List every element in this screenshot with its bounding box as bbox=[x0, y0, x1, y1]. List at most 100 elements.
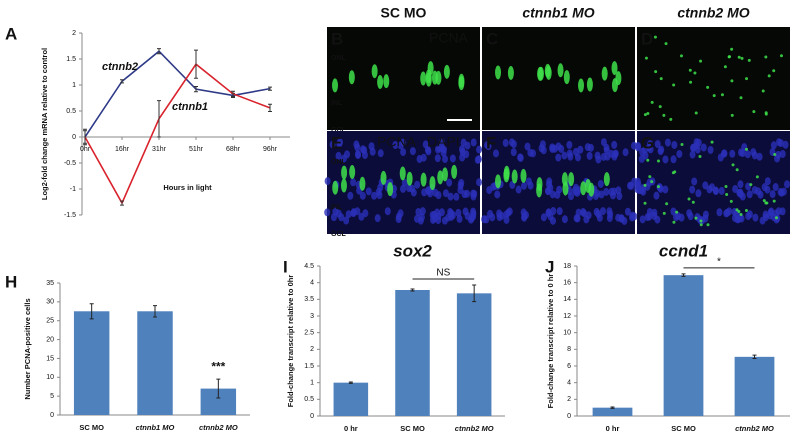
nucleus bbox=[561, 151, 568, 160]
nucleus bbox=[757, 190, 764, 199]
nucleus bbox=[700, 143, 707, 152]
nucleus bbox=[603, 146, 610, 155]
nucleus bbox=[724, 208, 731, 217]
y-tick-label: 16 bbox=[563, 280, 571, 287]
nucleus bbox=[539, 140, 546, 149]
pcna-cell bbox=[659, 77, 663, 81]
pcna-cell bbox=[730, 47, 734, 51]
nucleus bbox=[587, 143, 594, 152]
nucleus bbox=[442, 189, 449, 198]
error-bar bbox=[268, 86, 272, 91]
stain-label: DAPI bbox=[427, 134, 460, 150]
y-tick-label: -1 bbox=[70, 186, 76, 193]
series-line bbox=[84, 50, 271, 138]
micrograph-texture bbox=[324, 138, 483, 225]
nucleus bbox=[583, 215, 590, 224]
nucleus bbox=[671, 140, 678, 149]
nucleus bbox=[332, 207, 339, 216]
nucleus bbox=[324, 177, 331, 186]
bar bbox=[395, 290, 430, 416]
pcna-cell bbox=[643, 113, 647, 117]
pcna-cell bbox=[644, 56, 648, 60]
pcna-cell bbox=[725, 193, 729, 197]
nucleus bbox=[751, 185, 758, 194]
pcna-cell bbox=[662, 211, 666, 215]
pcna-cell bbox=[441, 167, 448, 182]
y-tick-label: 4 bbox=[567, 380, 571, 387]
pcna-cell bbox=[348, 70, 355, 85]
nucleus bbox=[502, 138, 509, 147]
nucleus bbox=[739, 192, 746, 201]
panel-letter: C bbox=[486, 29, 498, 48]
y-axis-label: Fold-change transcript relative to 0hr bbox=[286, 275, 295, 408]
nucleus bbox=[762, 213, 769, 222]
nucleus bbox=[690, 143, 697, 152]
nucleus bbox=[384, 207, 391, 216]
pcna-cell bbox=[537, 66, 544, 81]
micrograph-texture bbox=[481, 138, 638, 225]
x-tick-label: ctnnb1 MO bbox=[136, 423, 175, 432]
error-bar bbox=[194, 49, 198, 79]
pcna-cell bbox=[761, 89, 765, 93]
nucleus bbox=[400, 184, 407, 193]
panel-letter: H bbox=[5, 272, 17, 291]
nucleus bbox=[546, 177, 553, 186]
nucleus bbox=[474, 155, 481, 164]
nucleus bbox=[434, 145, 441, 154]
pcna-cell bbox=[643, 201, 647, 205]
panel-letter: I bbox=[283, 257, 288, 276]
y-tick-label: -1.5 bbox=[64, 212, 76, 219]
nucleus bbox=[752, 213, 759, 222]
pcna-cell bbox=[744, 209, 748, 213]
nucleus bbox=[639, 215, 646, 224]
nucleus bbox=[767, 208, 774, 217]
nucleus bbox=[476, 145, 483, 154]
x-tick-label: 51hr bbox=[189, 146, 204, 153]
pcna-cell bbox=[359, 176, 366, 191]
pcna-cell bbox=[435, 70, 442, 85]
nucleus bbox=[354, 207, 361, 216]
y-tick-label: 10 bbox=[46, 374, 54, 381]
pcna-cell bbox=[688, 68, 692, 72]
nucleus bbox=[556, 185, 563, 194]
nucleus bbox=[424, 145, 431, 154]
bar bbox=[73, 311, 110, 415]
pcna-cell bbox=[437, 170, 444, 185]
pcna-cell bbox=[371, 64, 378, 79]
pcna-cell bbox=[662, 113, 666, 117]
pcna-cell bbox=[764, 55, 768, 59]
nucleus bbox=[593, 207, 600, 216]
y-tick-label: 18 bbox=[563, 263, 571, 270]
y-tick-label: 8 bbox=[567, 346, 571, 353]
nucleus bbox=[467, 215, 474, 224]
nucleus bbox=[624, 207, 631, 216]
micrograph bbox=[482, 27, 635, 130]
nucleus bbox=[434, 154, 441, 163]
nucleus bbox=[464, 141, 471, 150]
nucleus bbox=[415, 208, 422, 217]
y-tick-label: 0 bbox=[567, 413, 571, 420]
bar bbox=[663, 275, 704, 416]
nucleus bbox=[551, 144, 558, 153]
pcna-cell bbox=[698, 154, 702, 158]
pcna-cell bbox=[694, 216, 698, 220]
pcna-cell bbox=[420, 172, 427, 187]
nucleus bbox=[779, 150, 786, 159]
nucleus bbox=[442, 155, 449, 164]
nucleus bbox=[566, 140, 573, 149]
pcna-cell bbox=[643, 183, 647, 187]
x-tick-label: SC MO bbox=[79, 423, 104, 432]
nucleus bbox=[729, 149, 736, 158]
pcna-cell bbox=[495, 174, 502, 189]
nucleus bbox=[600, 152, 607, 161]
pcna-cell bbox=[654, 70, 658, 74]
pcna-cell bbox=[332, 78, 339, 93]
pcna-cell bbox=[578, 78, 585, 93]
nucleus bbox=[344, 150, 351, 159]
pcna-cell bbox=[503, 168, 510, 183]
pcna-cell bbox=[774, 216, 778, 220]
nucleus bbox=[732, 185, 739, 194]
y-tick-label: 2 bbox=[310, 346, 314, 353]
nucleus bbox=[702, 181, 709, 190]
nucleus bbox=[392, 140, 399, 149]
